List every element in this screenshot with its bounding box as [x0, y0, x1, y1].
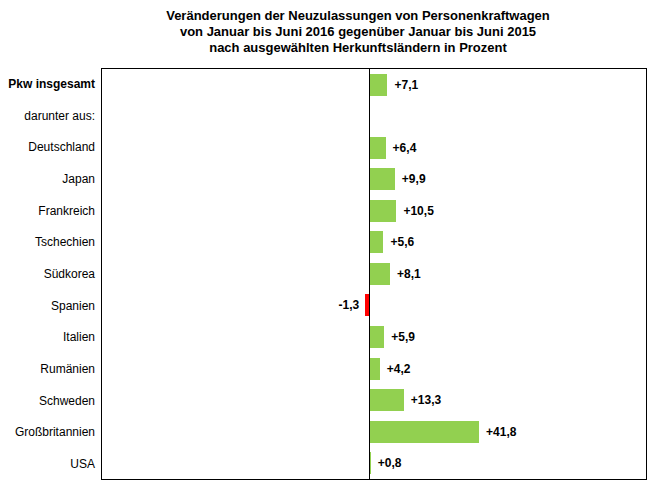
chart-title-line-1: Veränderungen der Neuzulassungen von Per…	[30, 8, 656, 24]
bar-positive	[369, 231, 384, 253]
bar-positive	[369, 74, 388, 96]
bar-value-label: +8,1	[397, 267, 421, 281]
bar-value-label: +41,8	[486, 425, 516, 439]
chart-row: +8,1	[102, 258, 646, 290]
bar-value-label: +7,1	[394, 78, 418, 92]
bar-positive	[369, 137, 386, 159]
chart-title: Veränderungen der Neuzulassungen von Per…	[30, 8, 656, 56]
bar-positive	[369, 326, 385, 348]
bar-value-label: +6,4	[393, 141, 417, 155]
category-labels: Pkw insgesamtdarunter aus:DeutschlandJap…	[0, 68, 95, 480]
chart-row: +10,5	[102, 195, 646, 227]
chart-row: +0,8	[102, 447, 646, 479]
bar-positive	[369, 421, 479, 443]
category-label: Frankreich	[0, 195, 95, 227]
chart-row: +7,1	[102, 69, 646, 101]
bar-positive	[369, 200, 397, 222]
chart-row	[102, 101, 646, 133]
category-label: Italien	[0, 322, 95, 354]
category-label: USA	[0, 448, 95, 480]
bar-value-label: +13,3	[411, 393, 441, 407]
zero-axis-line	[369, 69, 370, 479]
category-label: Pkw insgesamt	[0, 68, 95, 100]
category-label: Japan	[0, 163, 95, 195]
chart-row: -1,3	[102, 290, 646, 322]
bar-value-label: -1,3	[339, 298, 360, 312]
category-label: Tschechien	[0, 226, 95, 258]
category-label: Großbritannien	[0, 417, 95, 449]
chart-title-line-3: nach ausgewählten Herkunftsländern in Pr…	[30, 40, 656, 56]
bar-value-label: +4,2	[387, 362, 411, 376]
bar-positive	[369, 358, 380, 380]
category-label: Südkorea	[0, 258, 95, 290]
bar-value-label: +9,9	[402, 172, 426, 186]
chart-row: +9,9	[102, 164, 646, 196]
bar-value-label: +0,8	[378, 456, 402, 470]
category-label: darunter aus:	[0, 100, 95, 132]
category-label: Schweden	[0, 385, 95, 417]
bar-value-label: +5,9	[391, 330, 415, 344]
chart-row: +5,9	[102, 321, 646, 353]
category-label: Deutschland	[0, 131, 95, 163]
bar-value-label: +10,5	[403, 204, 433, 218]
category-label: Rumänien	[0, 353, 95, 385]
category-label: Spanien	[0, 290, 95, 322]
bar-chart: Veränderungen der Neuzulassungen von Per…	[0, 0, 656, 495]
plot-area: +7,1 +6,4 +9,9 +10,5 +5,6 +8,1 -1,3 +5,9 +4,2 +13…	[101, 68, 647, 480]
chart-row: +6,4	[102, 132, 646, 164]
chart-row: +5,6	[102, 227, 646, 259]
chart-row: +4,2	[102, 353, 646, 385]
bar-positive	[369, 168, 395, 190]
bar-positive	[369, 389, 404, 411]
chart-row: +13,3	[102, 384, 646, 416]
chart-row: +41,8	[102, 416, 646, 448]
chart-title-line-2: von Januar bis Juni 2016 gegenüber Janua…	[30, 24, 656, 40]
bar-positive	[369, 263, 390, 285]
bar-value-label: +5,6	[391, 235, 415, 249]
